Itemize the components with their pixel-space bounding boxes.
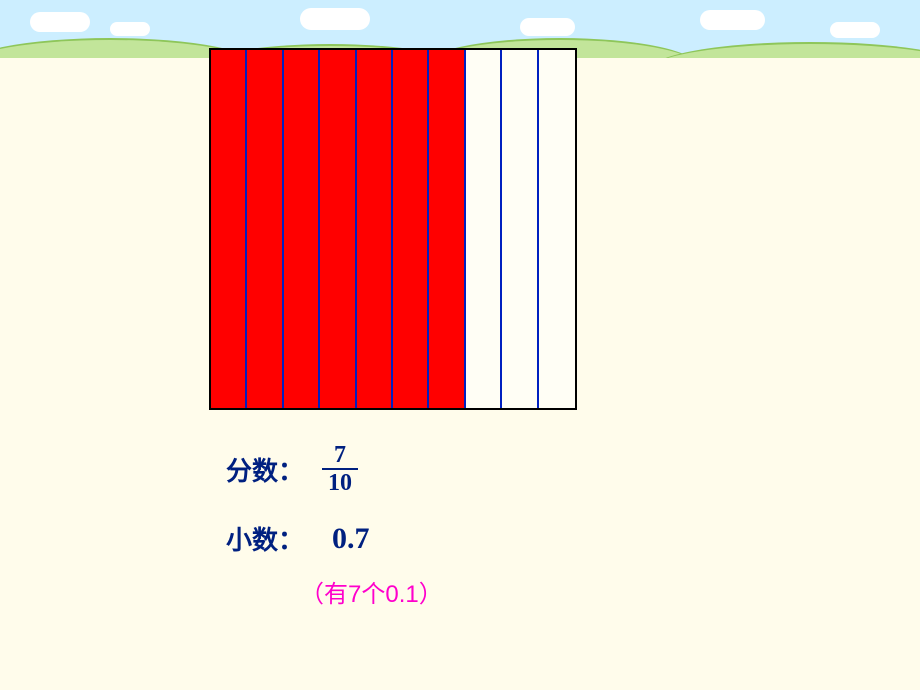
cloud xyxy=(520,18,575,36)
decimal-value: 0.7 xyxy=(332,522,370,556)
bar-empty xyxy=(502,50,538,408)
cloud xyxy=(110,22,150,36)
bar-filled xyxy=(284,50,320,408)
bar-empty xyxy=(466,50,502,408)
fraction-numerator: 7 xyxy=(328,442,352,468)
decimal-label: 小数： xyxy=(226,520,304,557)
fraction-denominator: 10 xyxy=(322,470,358,496)
cloud xyxy=(830,22,880,38)
bar-filled xyxy=(247,50,283,408)
fraction-row: 分数： 7 10 xyxy=(226,442,358,497)
bar-filled xyxy=(320,50,356,408)
cloud xyxy=(700,10,765,30)
cloud xyxy=(30,12,90,32)
fraction-value: 7 10 xyxy=(322,442,358,497)
fraction-bar-chart xyxy=(209,48,577,410)
bar-filled xyxy=(393,50,429,408)
fraction-label: 分数： xyxy=(226,451,304,488)
bar-filled xyxy=(357,50,393,408)
decimal-row: 小数： 0.7 xyxy=(226,520,370,557)
cloud xyxy=(300,8,370,30)
bar-filled xyxy=(429,50,465,408)
bar-empty xyxy=(539,50,575,408)
count-note: （有7个0.1） xyxy=(300,574,443,609)
bar-filled xyxy=(211,50,247,408)
